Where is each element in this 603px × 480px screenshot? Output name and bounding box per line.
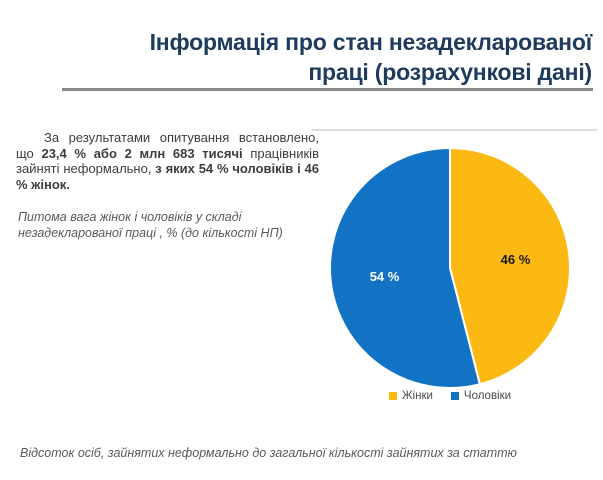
pie-slice-0 (449, 146, 571, 386)
intro-text-bold-2: з яких 54 % чоловіків і 46 % жінок. (16, 161, 319, 192)
legend-item-1: Чоловіки (450, 390, 512, 402)
footer-caption: Відсоток осіб, зайнятих неформально до з… (20, 446, 517, 460)
legend-item-0: Жінки (388, 390, 433, 402)
legend-swatch-icon (388, 392, 397, 400)
chart-area-top-border (312, 129, 597, 131)
page-title: Інформація про стан незадекларованої пра… (149, 29, 593, 86)
title-divider-line (62, 88, 593, 91)
intro-paragraph: За результатами опитування встановлено, … (16, 130, 319, 192)
intro-text-bold-1: 23,4 % або 2 млн 683 тисячі (41, 145, 251, 161)
legend-label: Чоловіки (463, 390, 512, 402)
pie-chart-svg: 46 % 54 % (329, 146, 571, 389)
intro-text-regular-2: працівників зайняті неформально, (16, 145, 319, 177)
pie-data-label-0: 46 % (501, 252, 531, 267)
pie-data-label-1: 54 % (370, 269, 400, 284)
legend-label: Жінки (401, 390, 433, 402)
pie-chart: 46 % 54 % (322, 146, 578, 390)
chart-caption: Питома вага жінок і чоловіків у складі н… (18, 210, 283, 240)
legend-swatch-icon (450, 392, 459, 400)
pie-slice-1 (329, 146, 482, 389)
intro-text-regular-1: За результатами опитування встановлено, … (16, 130, 319, 161)
chart-legend: Жінки Чоловіки (322, 390, 578, 402)
